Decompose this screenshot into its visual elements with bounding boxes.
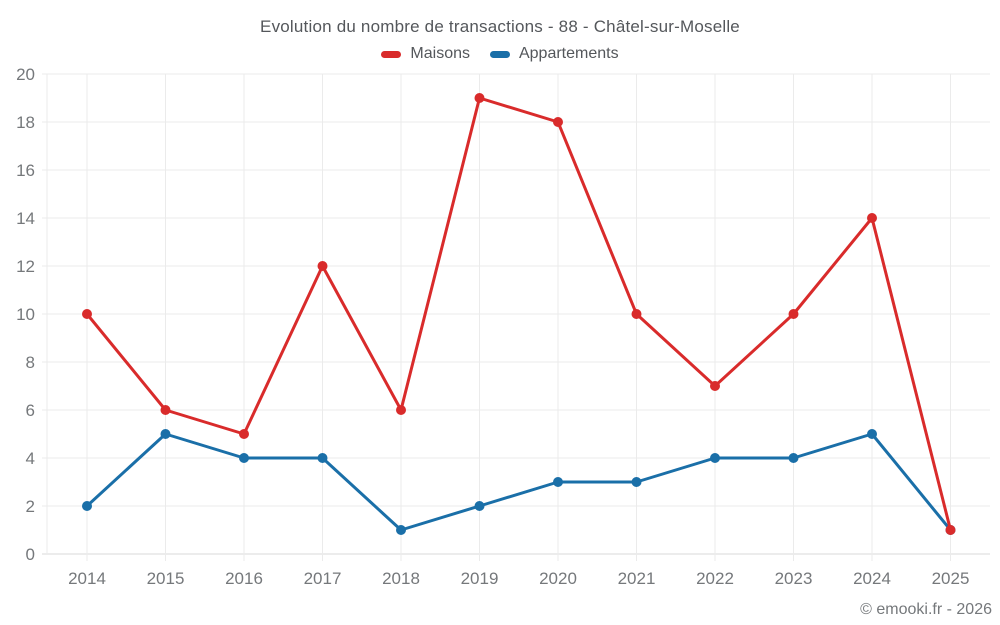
y-axis-tick-label: 8 [26,353,35,372]
x-axis-tick-label: 2022 [696,569,734,588]
chart-title: Evolution du nombre de transactions - 88… [260,17,740,36]
data-point-appartements-2014[interactable] [82,501,92,511]
data-point-maisons-2018[interactable] [396,405,406,415]
y-axis-tick-label: 2 [26,497,35,516]
x-axis-tick-label: 2023 [775,569,813,588]
data-point-maisons-2025[interactable] [945,525,956,535]
x-axis-tick-label: 2021 [618,569,656,588]
y-axis-tick-label: 20 [16,65,35,84]
data-point-appartements-2015[interactable] [160,429,171,439]
x-axis-tick-label: 2025 [932,569,970,588]
data-point-maisons-2017[interactable] [317,261,328,271]
y-axis-tick-label: 10 [16,305,35,324]
legend-item-maisons[interactable]: Maisons [381,45,470,63]
data-point-maisons-2023[interactable] [788,309,799,319]
data-point-maisons-2022[interactable] [710,381,720,391]
data-point-appartements-2018[interactable] [396,525,406,535]
x-axis-tick-label: 2014 [68,569,106,588]
maisons-swatch-icon [381,50,402,58]
y-axis-tick-label: 12 [16,257,35,276]
data-point-maisons-2019[interactable] [474,93,485,103]
copyright-text: © emooki.fr - 2026 [860,601,992,618]
y-axis-tick-label: 6 [26,401,35,420]
data-point-appartements-2022[interactable] [710,453,720,463]
x-axis-tick-label: 2020 [539,569,577,588]
data-point-maisons-2024[interactable] [867,213,877,223]
series-line-maisons [85,96,952,532]
legend-label-maisons: Maisons [410,45,470,62]
data-point-appartements-2023[interactable] [788,453,799,463]
y-axis-tick-label: 18 [16,113,35,132]
x-axis-tick-label: 2015 [147,569,185,588]
y-axis-tick-label: 14 [16,209,35,228]
data-point-maisons-2020[interactable] [553,117,563,127]
y-axis-tick-label: 4 [26,449,35,468]
data-point-appartements-2021[interactable] [631,477,642,487]
data-point-maisons-2016[interactable] [239,429,249,439]
appartements-swatch-icon [489,50,510,58]
data-point-appartements-2020[interactable] [553,477,563,487]
x-axis-tick-label: 2016 [225,569,263,588]
x-axis-tick-label: 2018 [382,569,420,588]
series-line-appartements [85,432,952,532]
y-axis-tick-label: 16 [16,161,35,180]
data-point-appartements-2024[interactable] [867,429,877,439]
data-point-maisons-2014[interactable] [82,309,92,319]
data-point-maisons-2021[interactable] [631,309,642,319]
data-point-appartements-2019[interactable] [474,501,485,511]
y-axis-tick-label: 0 [26,545,35,564]
chart-legend: Maisons Appartements [0,45,1000,63]
x-axis-tick-label: 2017 [304,569,342,588]
x-axis-tick-label: 2019 [461,569,499,588]
data-point-appartements-2017[interactable] [317,453,328,463]
legend-label-appartements: Appartements [518,45,619,62]
data-point-maisons-2015[interactable] [160,405,171,415]
legend-item-appartements[interactable]: Appartements [489,45,619,63]
data-point-appartements-2016[interactable] [239,453,249,463]
x-axis-tick-label: 2024 [853,569,891,588]
